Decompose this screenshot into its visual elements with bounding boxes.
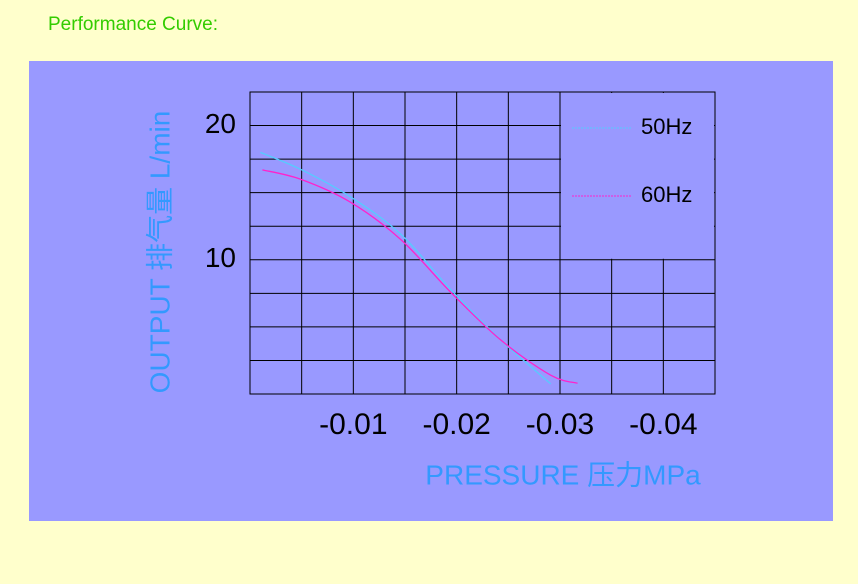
legend-label: 50Hz — [641, 114, 692, 139]
line-series — [262, 169, 578, 384]
page-title: Performance Curve: — [48, 14, 218, 35]
x-tick-label: -0.02 — [422, 408, 490, 441]
plot-frame — [249, 91, 716, 395]
x-tick-label: -0.03 — [526, 408, 594, 441]
y-tick-label: 10 — [205, 242, 236, 273]
y-tick-label: 20 — [205, 108, 236, 139]
legend-label: 60Hz — [641, 182, 692, 207]
x-tick-label: -0.04 — [629, 408, 697, 441]
x-axis-label: PRESSURE 压力MPa — [425, 459, 701, 490]
x-tick-label: -0.01 — [319, 408, 387, 441]
y-axis-label: OUTPUT 排气量 L/min — [144, 111, 175, 394]
legend-box — [561, 93, 714, 259]
